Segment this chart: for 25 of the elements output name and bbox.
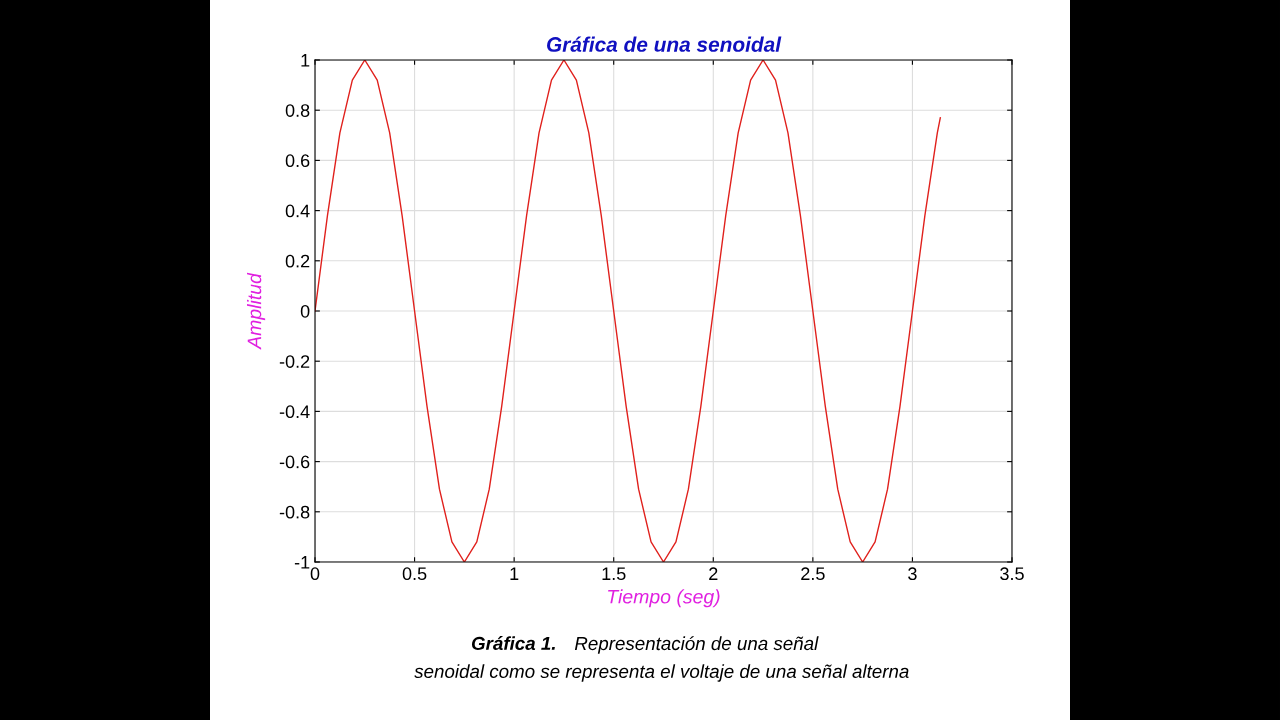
x-tick-label: 2 [709, 567, 718, 580]
y-tick-label: -0.6 [279, 455, 310, 469]
text: Representación de una señal [574, 636, 819, 654]
x-tick-label: 0.5 [402, 567, 427, 581]
y-tick-label: 0.2 [285, 254, 310, 268]
text: Gráfica 1. [471, 636, 555, 651]
y-tick-label: 0.8 [285, 104, 310, 117]
x-tick-label: 0 [310, 567, 320, 581]
y-tick-label: -0.8 [279, 505, 310, 519]
x-tick-label: 1.5 [602, 567, 626, 581]
y-tick-label: -0.2 [279, 355, 310, 368]
y-tick-label: 0.6 [285, 154, 310, 168]
x-tick-label: 3 [908, 567, 917, 581]
chart-title: Gráfica de una senoidal [547, 36, 782, 52]
x-tick-label: 3.5 [1000, 567, 1024, 581]
y-tick-label: -0.4 [279, 405, 310, 419]
text: senoidal como se representa el voltaje de una señal alterna [414, 664, 909, 682]
x-tick-label: 2.5 [801, 567, 825, 581]
x-tick-label: 1 [510, 567, 519, 580]
y-axis-title: Amplitud [247, 272, 266, 350]
y-tick-label: 0 [300, 304, 310, 318]
y-tick-label: -1 [294, 556, 310, 569]
x-axis-title: Tiempo (seg) [608, 589, 720, 608]
y-tick-label: 1 [301, 54, 310, 67]
y-tick-label: 0.4 [285, 204, 310, 218]
